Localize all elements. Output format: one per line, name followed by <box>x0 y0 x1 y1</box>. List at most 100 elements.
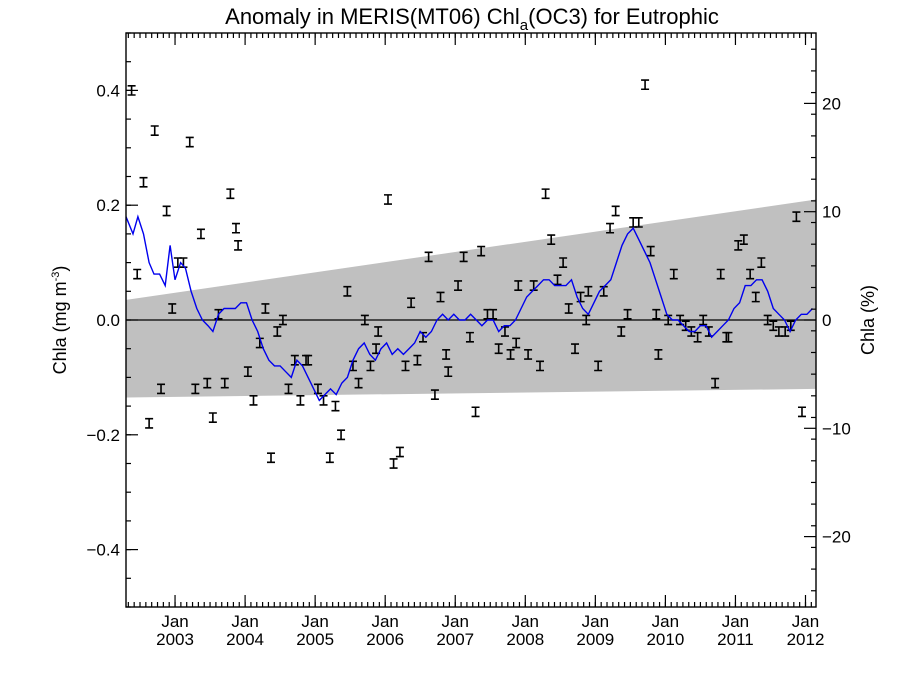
x-tick-label-year: 2010 <box>646 630 684 649</box>
x-tick-label-year: 2004 <box>226 630 264 649</box>
chart-title-rest: (OC3) for Eutrophic <box>528 4 719 29</box>
data-point-18 <box>231 222 240 234</box>
y-tick-label-right: −20 <box>822 528 851 547</box>
data-point-5 <box>157 383 166 395</box>
data-point-74 <box>559 257 568 268</box>
data-point-70 <box>536 360 544 372</box>
data-point-65 <box>506 349 515 360</box>
data-point-26 <box>278 314 287 326</box>
x-tick-label-year: 2008 <box>506 630 544 649</box>
y-tick-label-left: −0.4 <box>86 541 120 560</box>
data-point-54 <box>442 349 451 360</box>
data-point-84 <box>617 326 626 337</box>
data-point-80 <box>594 360 603 372</box>
data-point-87 <box>634 217 643 228</box>
data-point-19 <box>234 239 243 251</box>
data-point-3 <box>145 417 154 429</box>
y-tick-label-left: −0.2 <box>86 426 120 445</box>
data-point-53 <box>436 291 445 303</box>
data-point-49 <box>413 354 422 366</box>
data-point-88 <box>641 79 650 91</box>
x-tick-label-year: 2012 <box>787 630 825 649</box>
data-point-27 <box>284 383 293 395</box>
data-point-14 <box>208 412 217 423</box>
data-point-79 <box>584 285 593 297</box>
plot-area: −0.4−0.20.00.20.4−20−1001020Jan2003Jan20… <box>86 32 851 649</box>
data-point-29 <box>296 394 305 406</box>
data-point-82 <box>606 222 615 234</box>
data-point-41 <box>366 360 375 372</box>
data-point-108 <box>757 257 766 268</box>
data-point-60 <box>477 245 486 257</box>
data-point-37 <box>343 285 352 297</box>
data-point-98 <box>699 314 708 326</box>
chart-title-sub: a <box>520 17 529 34</box>
data-point-20 <box>243 366 252 378</box>
data-point-36 <box>337 429 346 441</box>
x-tick-label-month: Jan <box>652 612 679 631</box>
data-point-10 <box>185 136 194 148</box>
data-point-78 <box>582 314 591 326</box>
data-point-16 <box>220 377 229 389</box>
x-tick-label-month: Jan <box>301 612 328 631</box>
data-point-46 <box>395 446 404 458</box>
x-tick-label-month: Jan <box>512 612 539 631</box>
y-axis-label-left-end: ) <box>50 266 70 272</box>
chart-title: Anomaly in MERIS(MT06) Chla(OC3) for Eut… <box>225 4 719 34</box>
x-tick-label-year: 2009 <box>576 630 614 649</box>
data-point-77 <box>576 291 585 303</box>
y-axis-label-left: Chla (mg m-3) <box>50 266 70 375</box>
data-point-43 <box>374 326 383 337</box>
x-tick-label-year: 2006 <box>366 630 404 649</box>
y-tick-label-right: 20 <box>822 94 841 113</box>
data-point-100 <box>711 377 720 389</box>
data-point-2 <box>139 176 148 188</box>
x-tick-label-month: Jan <box>161 612 188 631</box>
x-tick-label-year: 2007 <box>436 630 474 649</box>
data-point-62 <box>489 308 498 320</box>
data-point-68 <box>524 349 533 360</box>
data-point-59 <box>471 406 480 418</box>
data-point-107 <box>751 291 760 303</box>
y-tick-label-right: 0 <box>822 311 831 330</box>
data-point-45 <box>389 458 398 469</box>
data-point-115 <box>797 406 806 418</box>
data-point-25 <box>273 326 282 337</box>
data-point-75 <box>564 303 573 314</box>
trend-band <box>126 199 816 398</box>
data-point-63 <box>494 343 503 355</box>
data-point-51 <box>424 251 433 263</box>
data-point-4 <box>150 125 159 136</box>
x-tick-label-month: Jan <box>582 612 609 631</box>
data-point-12 <box>196 228 205 240</box>
data-point-76 <box>571 343 580 355</box>
data-point-109 <box>763 314 772 326</box>
y-tick-label-right: −10 <box>822 419 851 438</box>
data-point-33 <box>319 394 328 406</box>
x-tick-label-year: 2011 <box>717 630 754 649</box>
data-point-35 <box>331 400 340 412</box>
x-tick-label-year: 2005 <box>296 630 334 649</box>
data-point-85 <box>623 308 632 320</box>
data-point-44 <box>383 194 392 205</box>
data-point-39 <box>354 377 363 389</box>
data-point-86 <box>629 217 638 228</box>
x-tick-label-year: 2003 <box>156 630 194 649</box>
data-point-91 <box>654 349 663 360</box>
data-point-71 <box>541 188 550 200</box>
data-point-55 <box>444 366 453 378</box>
y-axis-label-left-sup: -3 <box>50 272 62 282</box>
data-point-114 <box>792 211 801 223</box>
data-point-66 <box>512 337 521 349</box>
chart-title-main: Anomaly in MERIS(MT06) Chl <box>225 4 520 29</box>
data-point-52 <box>430 389 439 401</box>
data-point-56 <box>454 280 463 291</box>
y-tick-label-left: 0.0 <box>96 311 120 330</box>
data-point-93 <box>669 268 678 280</box>
data-point-40 <box>360 314 369 326</box>
data-point-11 <box>191 383 200 395</box>
data-point-90 <box>652 308 661 320</box>
data-point-57 <box>459 251 468 263</box>
data-point-24 <box>267 452 276 464</box>
